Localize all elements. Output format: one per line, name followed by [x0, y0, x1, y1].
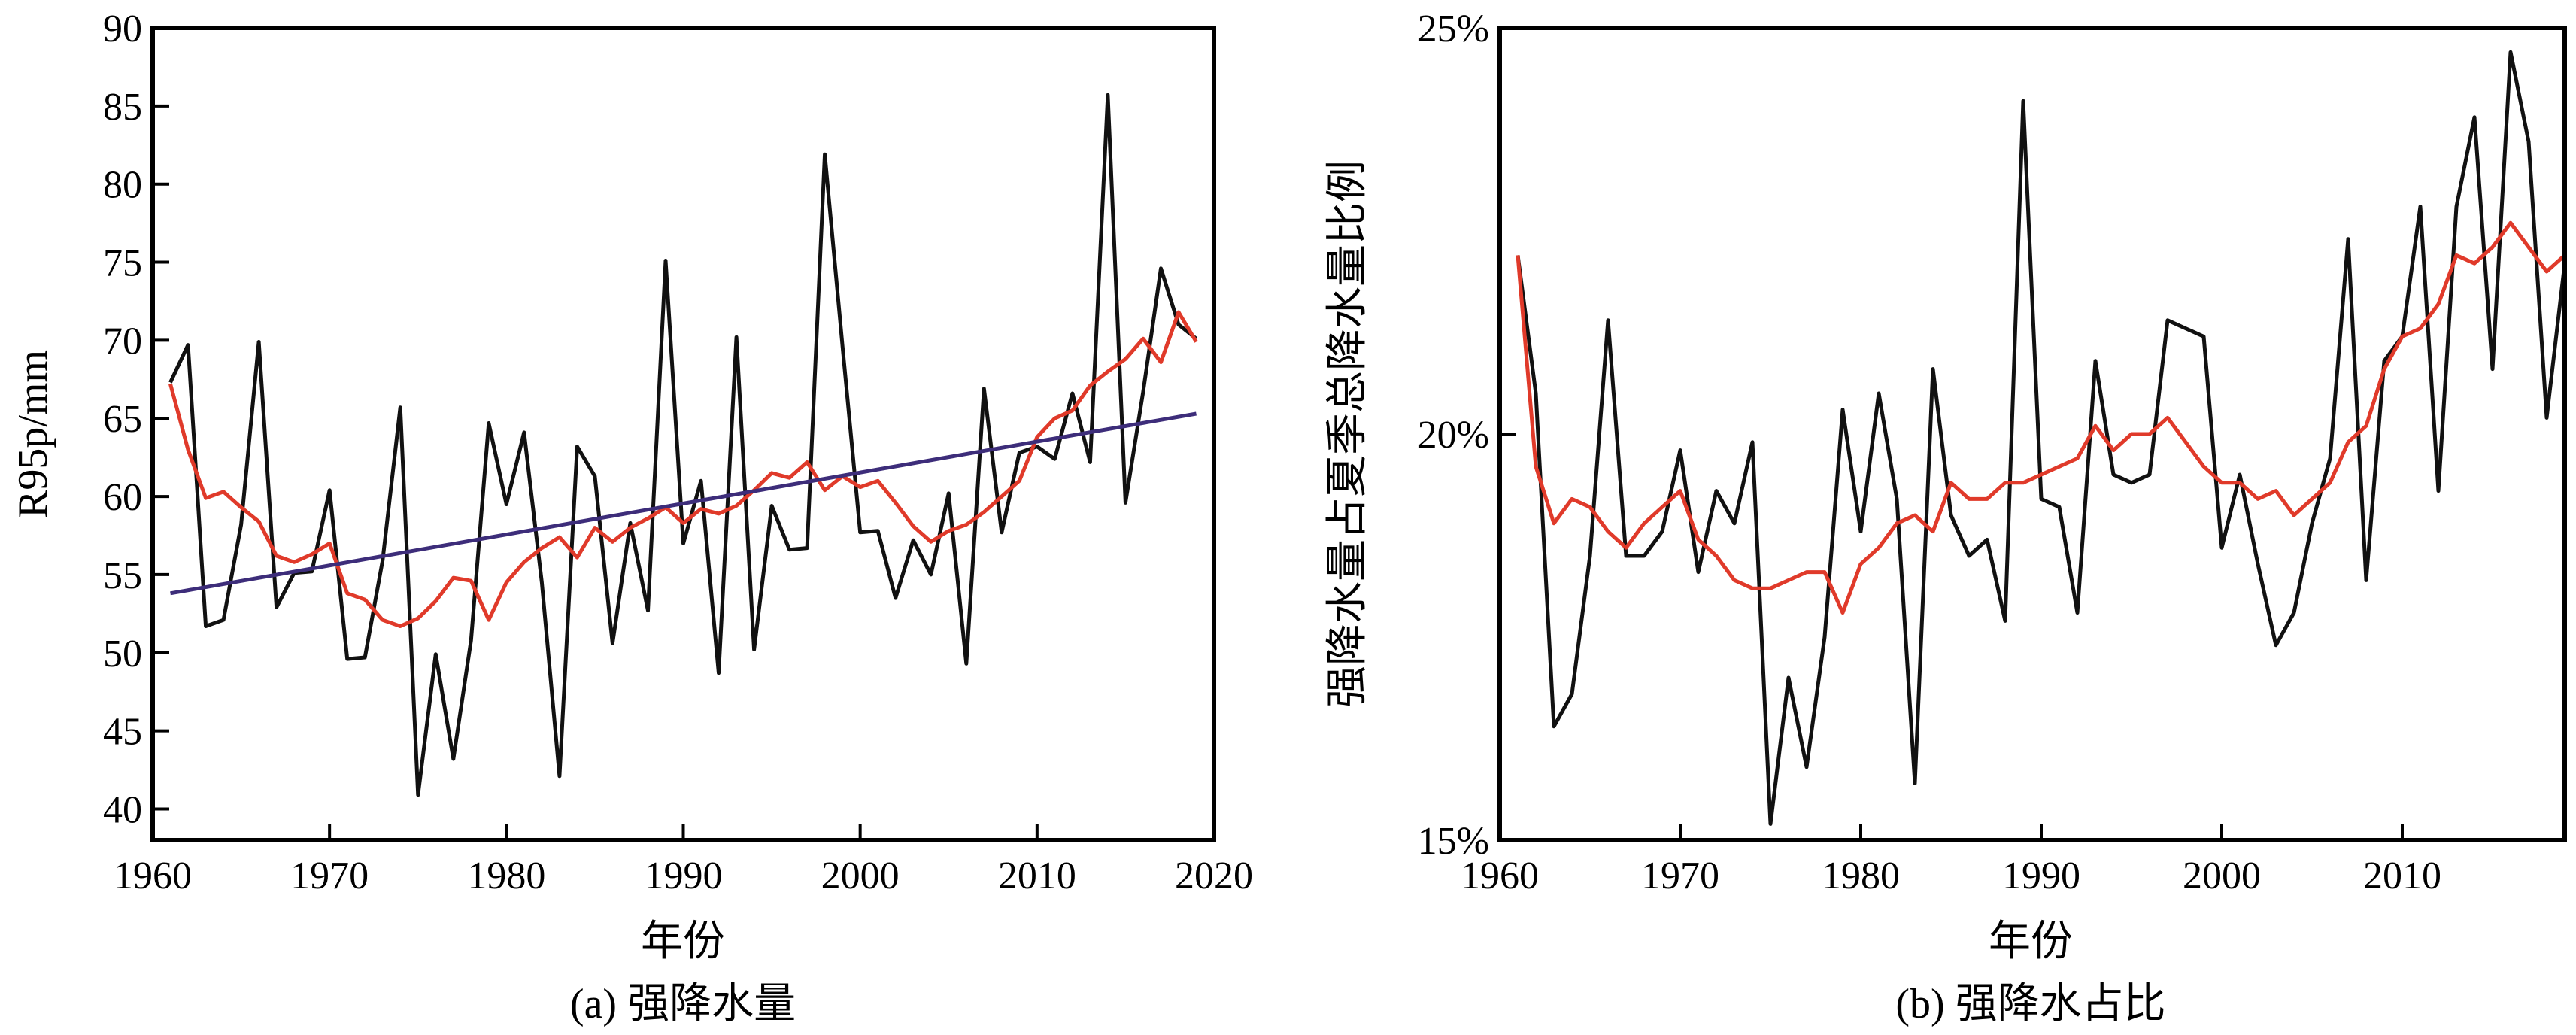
panel-a-annual-r95p-line: [168, 93, 1198, 797]
panel-b-xtick-label: 2000: [2183, 854, 2261, 897]
panel-a-xtick-label: 1970: [290, 854, 369, 897]
panel-a-ytick-label: 80: [103, 164, 142, 207]
panel-a-ytick-label: 65: [103, 398, 142, 441]
panel-b-ytick-label: 25%: [1418, 8, 1489, 50]
panel-a-linear-trend-line: [170, 411, 1197, 596]
panel-a-caption: (a) 强降水量: [570, 981, 796, 1027]
panel-b-xtick-label: 1960: [1461, 854, 1539, 897]
panel-b-xtick-label: 1990: [2002, 854, 2080, 897]
panel-a-ytick-label: 50: [103, 633, 142, 675]
panel-b-xtick-label: 1970: [1641, 854, 1719, 897]
panel-a-xtick-label: 1980: [467, 854, 545, 897]
panel-b-ylabel: 强降水量占夏季总降水量比例: [1324, 160, 1371, 708]
panel-b-xtick-label: 1980: [1822, 854, 1900, 897]
panel-b-annual-ratio-line: [1516, 50, 2567, 826]
panel-a-xtick-label: 2020: [1175, 854, 1253, 897]
panel-a-xtick-label: 1990: [645, 854, 723, 897]
panel-a-ytick-label: 55: [103, 554, 142, 597]
panel-a-moving-average-line: [168, 310, 1198, 628]
panel-a-ytick-label: 60: [103, 476, 142, 519]
panel-b-xlabel: 年份: [1989, 918, 2073, 965]
panel-b-plot-frame: [1497, 26, 2567, 842]
panel-a-plot-frame: [150, 26, 1216, 842]
panel-a-heavy-precipitation-amount: 1960 1970 1980 1990 2000 2010 2020 40 45 50 55 60 6…: [10, 8, 1253, 1027]
panel-a-ylabel: R95p/mm: [10, 350, 56, 518]
panel-a-ytick-label: 45: [103, 711, 142, 754]
panel-a-xtick-label: 2000: [821, 854, 900, 897]
panel-b-caption: (b) 强降水占比: [1895, 981, 2165, 1027]
panel-b-ytick-label: 20%: [1418, 414, 1489, 457]
panel-a-xlabel: 年份: [641, 918, 725, 965]
panel-b-moving-average-line: [1516, 220, 2566, 615]
panel-a-xtick-label: 2010: [998, 854, 1076, 897]
panel-b-heavy-precipitation-ratio: 1960 1970 1980 1990 2000 2010 15% 20% 25% 强降水量占…: [1324, 8, 2567, 1027]
panel-a-ytick-label: 90: [103, 8, 142, 50]
panel-a-ytick-label: 40: [103, 788, 142, 831]
panel-b-xtick-label: 2010: [2363, 854, 2441, 897]
panel-a-xtick-label: 1960: [114, 854, 192, 897]
panel-a-ytick-label: 85: [103, 86, 142, 129]
panel-a-ytick-label: 75: [103, 242, 142, 285]
panel-b-ytick-label: 15%: [1418, 820, 1489, 863]
panel-a-ytick-label: 70: [103, 320, 142, 363]
